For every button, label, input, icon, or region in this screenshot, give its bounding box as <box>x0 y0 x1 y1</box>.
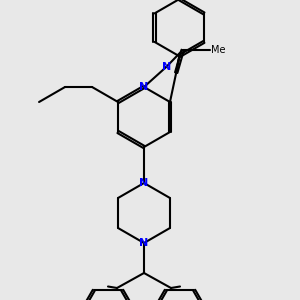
Text: Me: Me <box>211 45 226 55</box>
Text: N: N <box>162 62 171 72</box>
Text: N: N <box>140 178 148 188</box>
Text: N: N <box>140 82 148 92</box>
Text: N: N <box>140 238 148 248</box>
